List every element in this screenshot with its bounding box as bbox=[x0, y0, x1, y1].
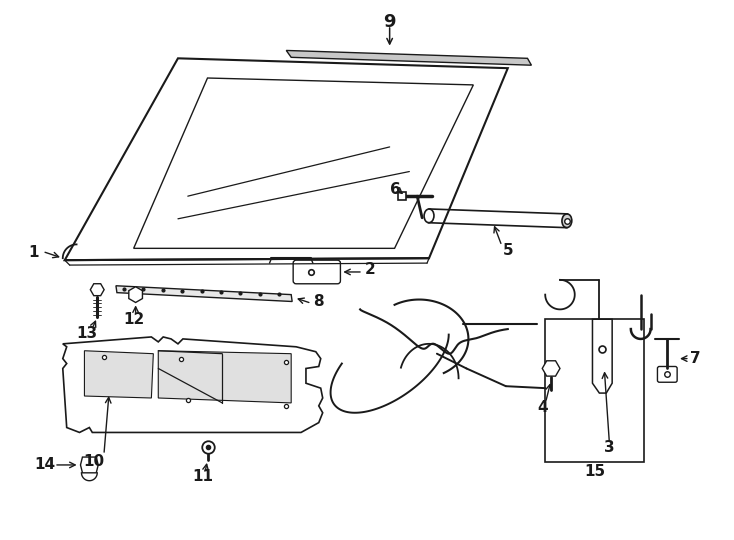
Text: 5: 5 bbox=[503, 243, 513, 258]
Text: 8: 8 bbox=[313, 294, 324, 309]
Ellipse shape bbox=[562, 214, 572, 228]
Polygon shape bbox=[116, 286, 292, 301]
Polygon shape bbox=[159, 351, 291, 403]
Polygon shape bbox=[286, 50, 531, 65]
Text: 14: 14 bbox=[34, 457, 56, 472]
Text: 7: 7 bbox=[690, 351, 700, 366]
Polygon shape bbox=[592, 319, 612, 393]
Text: 2: 2 bbox=[365, 261, 376, 276]
Text: 4: 4 bbox=[537, 400, 548, 415]
Text: 12: 12 bbox=[123, 312, 145, 327]
Polygon shape bbox=[90, 284, 104, 296]
Text: 11: 11 bbox=[192, 469, 213, 484]
Polygon shape bbox=[81, 457, 98, 473]
Polygon shape bbox=[84, 351, 153, 398]
Polygon shape bbox=[128, 287, 142, 302]
FancyBboxPatch shape bbox=[658, 367, 677, 382]
Text: 3: 3 bbox=[604, 440, 614, 455]
Text: 13: 13 bbox=[76, 327, 97, 341]
Polygon shape bbox=[65, 58, 508, 260]
Text: 9: 9 bbox=[383, 13, 396, 31]
Ellipse shape bbox=[424, 209, 434, 222]
Polygon shape bbox=[542, 361, 560, 376]
Polygon shape bbox=[63, 337, 323, 433]
FancyBboxPatch shape bbox=[293, 260, 341, 284]
Text: 6: 6 bbox=[390, 182, 401, 197]
Polygon shape bbox=[134, 78, 473, 248]
Text: 1: 1 bbox=[28, 245, 38, 260]
Text: 15: 15 bbox=[584, 464, 605, 480]
Text: 10: 10 bbox=[84, 455, 105, 469]
